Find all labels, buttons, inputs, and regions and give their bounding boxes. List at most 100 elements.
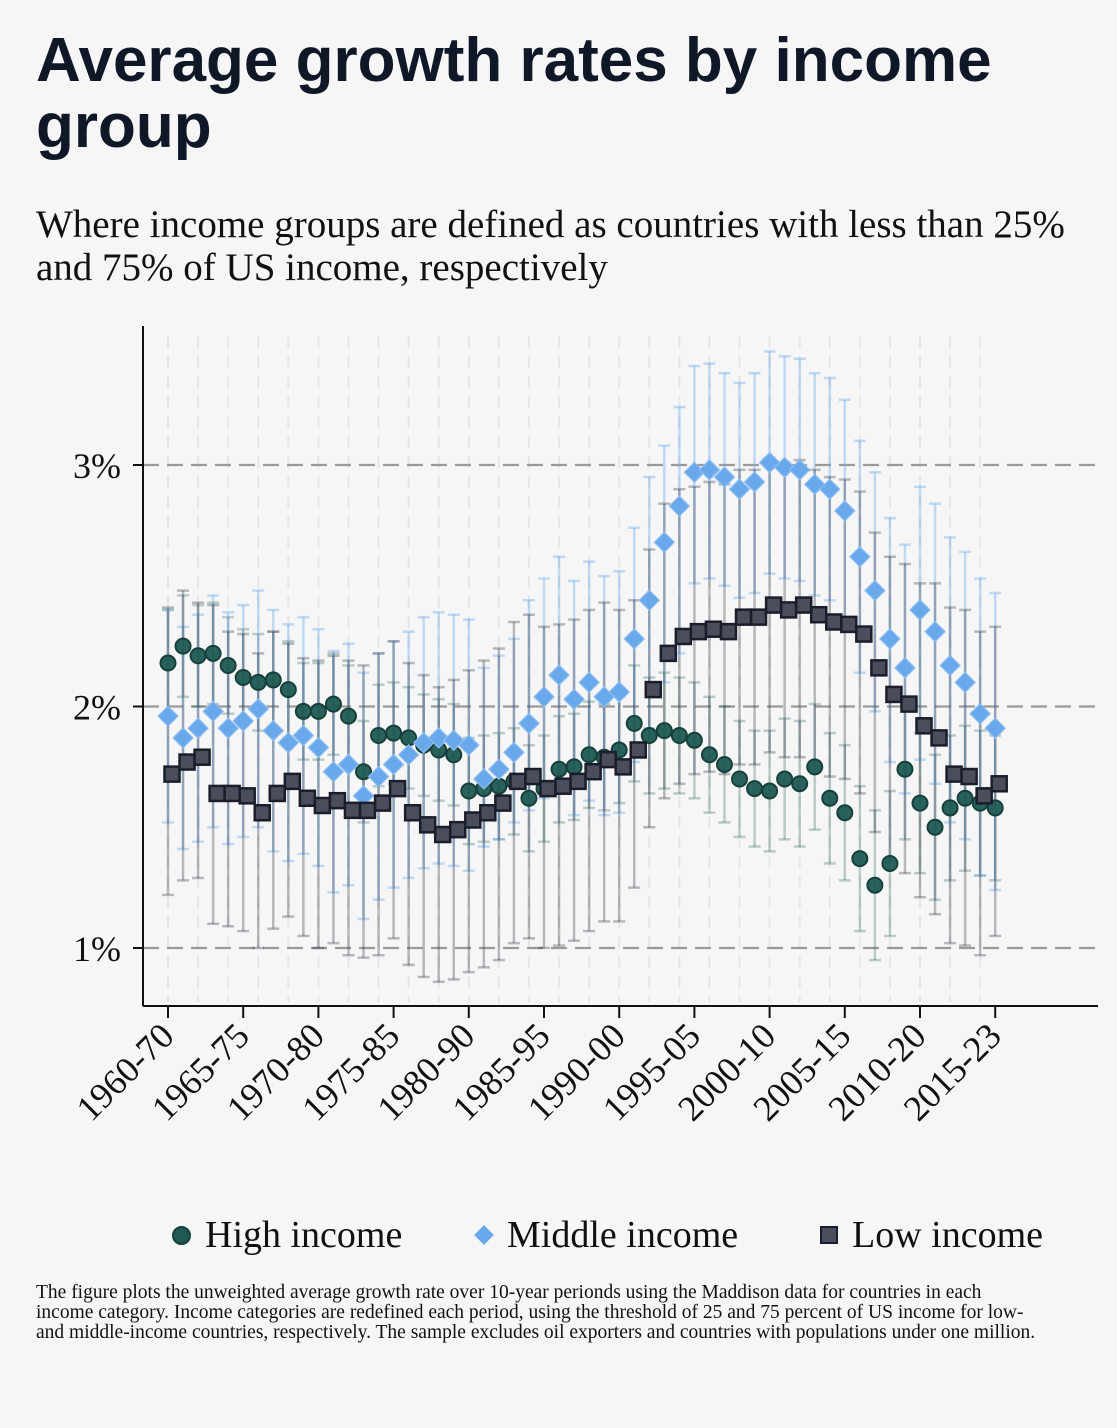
point-low-income (809, 605, 828, 624)
point-low-income (599, 750, 617, 769)
legend-circle-icon (172, 1225, 191, 1245)
point-high-income (881, 854, 899, 872)
point-high-income (219, 656, 237, 674)
point-low-income (569, 772, 587, 791)
point-low-income (779, 601, 798, 619)
point-low-income (328, 791, 347, 810)
point-high-income (685, 731, 703, 749)
point-middle-income (533, 685, 555, 708)
point-low-income (644, 680, 663, 699)
point-low-income (343, 801, 362, 820)
point-low-income (930, 729, 948, 747)
legend-diamond-icon (474, 1225, 494, 1245)
point-high-income (941, 799, 959, 817)
point-high-income (370, 726, 388, 744)
point-low-income (208, 784, 226, 803)
point-low-income (990, 775, 1008, 793)
point-high-income (956, 789, 974, 807)
y-tick-label: 3% (73, 446, 121, 486)
point-low-income (418, 816, 437, 834)
point-middle-income (984, 717, 1007, 740)
point-low-income (794, 596, 813, 614)
point-middle-income (337, 753, 360, 776)
point-low-income (584, 762, 602, 781)
point-middle-income (894, 657, 916, 679)
point-high-income (385, 724, 403, 742)
point-high-income (490, 777, 508, 795)
point-low-income (464, 811, 482, 829)
point-middle-income (864, 579, 886, 602)
point-low-income (524, 767, 542, 786)
data-points (157, 451, 1008, 894)
point-low-income (870, 659, 888, 677)
point-high-income (926, 818, 944, 836)
point-high-income (836, 804, 854, 822)
point-middle-income (668, 495, 691, 517)
point-middle-income (292, 724, 315, 747)
point-middle-income (548, 664, 570, 686)
point-middle-income (457, 734, 480, 756)
point-middle-income (833, 500, 856, 522)
point-middle-income (653, 531, 676, 554)
point-middle-income (503, 741, 525, 764)
point-high-income (715, 755, 733, 773)
point-low-income (734, 608, 753, 626)
point-low-income (178, 753, 196, 771)
point-middle-income (322, 760, 345, 783)
point-low-income (975, 787, 993, 805)
point-middle-income (743, 471, 766, 493)
point-low-income (614, 758, 632, 776)
point-high-income (866, 876, 884, 894)
legend-item-high: High income (172, 1205, 402, 1265)
legend-square-icon (820, 1226, 838, 1244)
point-low-income (358, 801, 377, 820)
growth-chart: 1%2%3%1960-701965-751970-801975-851980-9… (69, 326, 1098, 1129)
point-middle-income (217, 717, 240, 740)
legend-label-high: High income (205, 1214, 403, 1256)
point-high-income (655, 722, 673, 740)
point-high-income (700, 746, 718, 764)
point-high-income (174, 637, 192, 655)
point-low-income (479, 804, 497, 822)
point-low-income (915, 717, 933, 735)
point-low-income (674, 627, 693, 646)
legend-label-middle: Middle income (507, 1214, 739, 1256)
legend-item-middle: Middle income (474, 1205, 738, 1265)
point-high-income (234, 669, 252, 687)
point-low-income (403, 804, 422, 822)
point-middle-income (713, 466, 736, 488)
point-high-income (339, 707, 357, 725)
point-high-income (776, 770, 794, 788)
point-middle-income (277, 731, 300, 754)
point-middle-income (939, 654, 961, 677)
point-middle-income (818, 478, 841, 500)
point-middle-income (608, 681, 631, 703)
point-low-income (223, 784, 241, 803)
point-low-income (268, 784, 287, 803)
point-high-income (279, 681, 297, 699)
point-high-income (324, 695, 342, 713)
point-low-income (945, 765, 963, 783)
point-low-income (253, 804, 271, 822)
point-middle-income (623, 628, 646, 650)
point-low-income (283, 772, 302, 791)
legend-label-low: Low income (852, 1214, 1044, 1256)
point-high-income (625, 714, 643, 732)
point-high-income (821, 789, 839, 807)
point-middle-income (773, 456, 796, 479)
point-high-income (159, 654, 177, 672)
point-low-income (554, 777, 572, 795)
point-middle-income (698, 458, 721, 481)
point-middle-income (638, 589, 661, 612)
point-middle-income (788, 458, 811, 481)
point-low-income (388, 779, 407, 798)
point-middle-income (397, 743, 420, 766)
point-middle-income (232, 710, 255, 732)
point-low-income (885, 685, 903, 704)
legend-item-low: Low income (820, 1205, 1043, 1265)
point-high-income (640, 726, 658, 744)
point-middle-income (518, 712, 540, 735)
chart-title: Average growth rates by income group (36, 26, 992, 161)
point-middle-income (367, 765, 390, 788)
point-high-income (565, 758, 583, 776)
